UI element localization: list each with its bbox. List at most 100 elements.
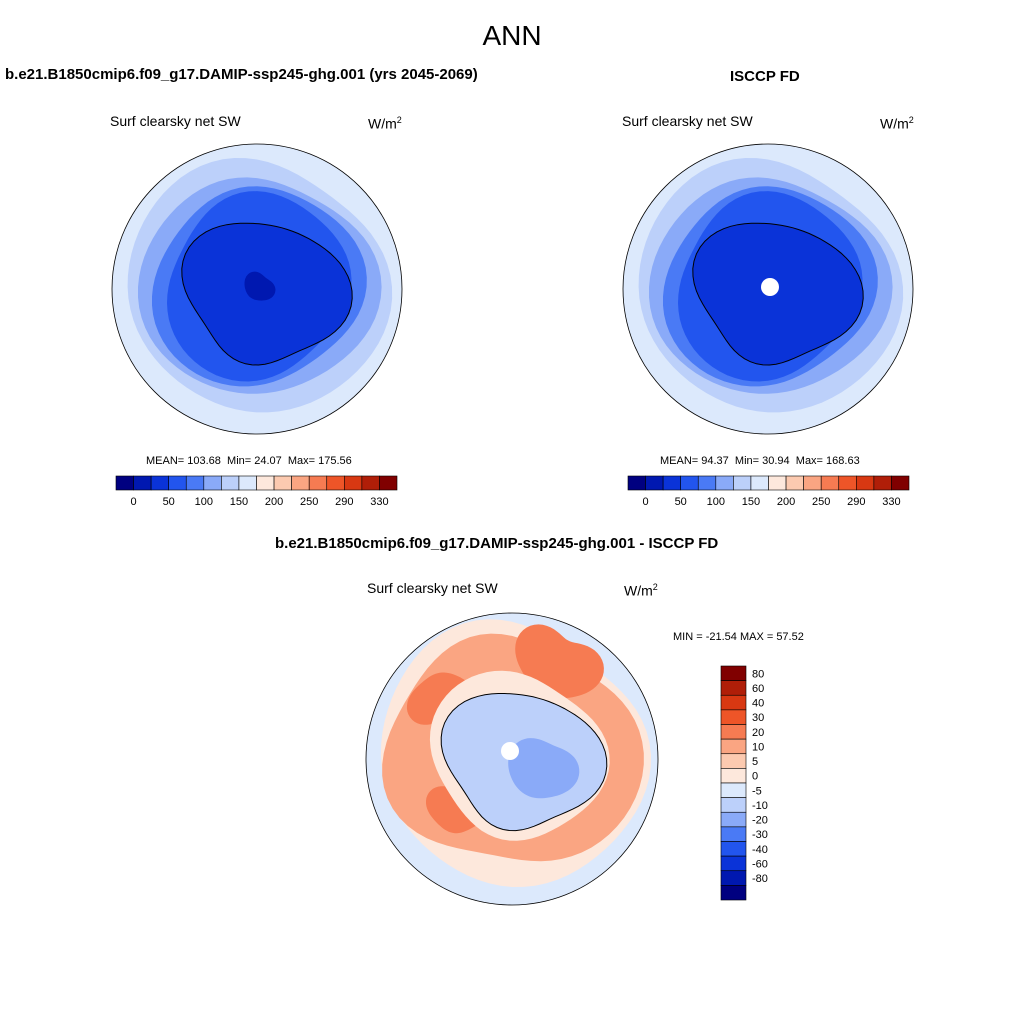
model-map-coastline xyxy=(181,222,353,366)
obs-colorbar-swatch xyxy=(715,475,734,491)
model-colorbar-swatch xyxy=(379,475,398,491)
obs-map-field xyxy=(623,144,913,434)
obs-colorbar-swatch xyxy=(873,475,892,491)
obs-colorbar-swatch xyxy=(768,475,787,491)
diff-map-map-border xyxy=(365,612,659,906)
diff-map-level-continent-cool xyxy=(508,738,580,799)
obs-variable-label: Surf clearsky net SW xyxy=(622,113,753,129)
diff-colorbar-swatch xyxy=(720,768,747,784)
obs-colorbar-swatch xyxy=(662,475,681,491)
obs-colorbar-tick-label: 290 xyxy=(847,496,865,508)
diff-colorbar-tick-label: 10 xyxy=(752,741,764,753)
obs-stats: MEAN= 94.37 Min= 30.94 Max= 168.63 xyxy=(660,455,860,467)
obs-stat-max: Max= 168.63 xyxy=(795,455,860,467)
model-stat-max: Max= 175.56 xyxy=(287,455,352,467)
model-colorbar-swatch xyxy=(344,475,363,491)
obs-colorbar-swatch xyxy=(750,475,769,491)
diff-colorbar-tick-label: 30 xyxy=(752,712,764,724)
model-colorbar-swatch xyxy=(308,475,328,491)
model-colorbar-swatch xyxy=(150,475,169,491)
obs-stat-min: Min= 30.94 xyxy=(734,455,790,467)
diff-colorbar-swatch xyxy=(720,782,747,798)
diff-variable-label: Surf clearsky net SW xyxy=(367,580,498,596)
model-colorbar-swatch xyxy=(361,475,380,491)
diff-colorbar-tick-label: -20 xyxy=(752,815,768,827)
diff-colorbar-swatch xyxy=(720,753,747,769)
obs-colorbar-tick-label: 200 xyxy=(777,496,795,508)
model-colorbar-swatch xyxy=(291,475,310,491)
model-colorbar-swatch xyxy=(326,475,345,491)
model-colorbar-tick-label: 100 xyxy=(195,496,213,508)
obs-colorbar-swatch xyxy=(645,475,664,491)
model-colorbar-swatch xyxy=(185,475,205,491)
model-colorbar-swatch xyxy=(115,475,134,491)
obs-colorbar-swatch xyxy=(838,475,857,491)
obs-colorbar-swatch xyxy=(891,475,910,491)
obs-map-map-border xyxy=(622,143,914,435)
obs-panel-title: ISCCP FD xyxy=(730,68,800,85)
diff-colorbar-tick-label: -30 xyxy=(752,829,768,841)
diff-colorbar-tick-label: 60 xyxy=(752,683,764,695)
obs-colorbar-swatch xyxy=(803,475,822,491)
obs-colorbar-tick-label: 250 xyxy=(812,496,830,508)
obs-stat-mean: MEAN= 94.37 xyxy=(660,455,729,467)
diff-colorbar-swatch xyxy=(720,885,747,901)
model-colorbar-swatch xyxy=(133,475,152,491)
diff-colorbar-tick-label: 0 xyxy=(752,771,758,783)
diff-map-coastline xyxy=(440,693,608,832)
model-colorbar-tick-label: 0 xyxy=(131,496,137,508)
model-panel-title: b.e21.B1850cmip6.f09_g17.DAMIP-ssp245-gh… xyxy=(5,66,478,83)
model-map-level-plateau-min xyxy=(244,271,276,301)
obs-units-label: W/m2 xyxy=(880,115,914,132)
model-colorbar-swatch xyxy=(203,475,222,491)
obs-colorbar-swatch xyxy=(820,475,840,491)
model-colorbar-tick-label: 330 xyxy=(370,496,388,508)
model-colorbar-tick-label: 150 xyxy=(230,496,248,508)
model-colorbar-tick-label: 250 xyxy=(300,496,318,508)
page-title: ANN xyxy=(482,20,542,51)
obs-map-level-continent xyxy=(692,223,864,365)
diff-colorbar-swatch xyxy=(720,709,747,725)
diff-map-field xyxy=(366,613,658,905)
obs-colorbar-tick-label: 150 xyxy=(742,496,760,508)
model-colorbar-swatch xyxy=(256,475,275,491)
diff-colorbar-swatch xyxy=(720,811,747,828)
model-variable-label: Surf clearsky net SW xyxy=(110,113,241,129)
diff-colorbar-swatch xyxy=(720,665,747,681)
obs-map-missing-pole xyxy=(761,278,779,296)
model-map-map-border xyxy=(111,143,403,435)
diff-colorbar-swatch xyxy=(720,855,747,872)
diff-colorbar-swatch xyxy=(720,841,747,857)
obs-colorbar-swatch xyxy=(856,475,875,491)
model-colorbar-tick-label: 50 xyxy=(163,496,175,508)
model-colorbar-swatch xyxy=(168,475,187,491)
obs-map-coastline xyxy=(692,222,864,366)
diff-colorbar-swatch xyxy=(720,680,747,696)
diff-units-label: W/m2 xyxy=(624,582,658,599)
diff-colorbar-swatch xyxy=(720,870,747,886)
diff-colorbar-tick-label: -10 xyxy=(752,800,768,812)
diff-map-missing-pole xyxy=(501,742,519,760)
obs-colorbar-swatch xyxy=(697,475,717,491)
diff-colorbar-tick-label: 40 xyxy=(752,698,764,710)
model-stat-mean: MEAN= 103.68 xyxy=(146,455,221,467)
model-units-label: W/m2 xyxy=(368,115,402,132)
model-map-field xyxy=(112,144,402,434)
diff-colorbar-swatch xyxy=(720,826,747,842)
diff-colorbar-tick-label: -5 xyxy=(752,785,762,797)
model-colorbar-swatch xyxy=(238,475,257,491)
obs-colorbar-tick-label: 330 xyxy=(882,496,900,508)
obs-colorbar-tick-label: 100 xyxy=(707,496,725,508)
model-colorbar-tick-label: 290 xyxy=(335,496,353,508)
model-colorbar-tick-label: 200 xyxy=(265,496,283,508)
diff-minmax: MIN = -21.54 MAX = 57.52 xyxy=(673,631,804,643)
obs-colorbar-swatch xyxy=(785,475,804,491)
diff-colorbar-tick-label: -80 xyxy=(752,873,768,885)
diff-colorbar-swatch xyxy=(720,797,747,813)
obs-colorbar-tick-label: 50 xyxy=(675,496,687,508)
obs-colorbar-swatch xyxy=(733,475,752,491)
diff-map-hot-patch-north xyxy=(515,624,604,699)
diff-colorbar-tick-label: -40 xyxy=(752,844,768,856)
model-stats: MEAN= 103.68 Min= 24.07 Max= 175.56 xyxy=(146,455,352,467)
